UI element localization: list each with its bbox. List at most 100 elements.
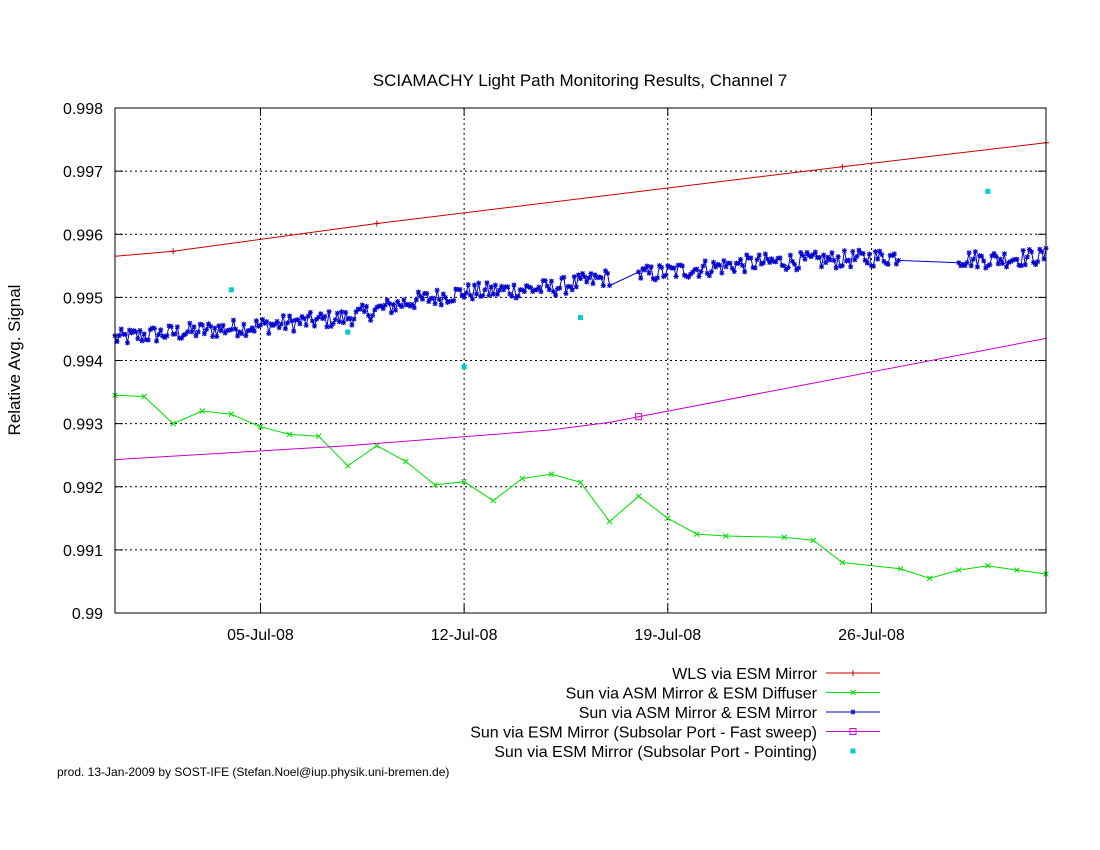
data-point	[760, 260, 766, 266]
data-point	[228, 411, 235, 418]
data-point	[212, 325, 218, 331]
data-point	[638, 275, 644, 281]
data-point	[578, 315, 583, 321]
data-point	[1039, 249, 1045, 255]
data-point	[482, 287, 488, 293]
data-point	[584, 279, 590, 285]
data-point	[754, 257, 760, 263]
data-point	[255, 323, 261, 329]
data-point	[1028, 249, 1034, 255]
data-point	[336, 319, 342, 325]
tick-labels: 0.99 0.991 0.992 0.993 0.994 0.995 0.996 0.997 0…	[63, 101, 905, 644]
data-point	[264, 319, 270, 325]
data-point	[253, 318, 259, 324]
data-point	[424, 291, 430, 297]
data-point	[1031, 260, 1037, 266]
data-point	[131, 328, 137, 334]
data-point	[1001, 251, 1007, 257]
data-point	[201, 331, 207, 337]
data-point	[659, 264, 665, 270]
data-point	[154, 338, 160, 344]
data-point	[1014, 567, 1020, 573]
x-tick-label: 19-Jul-08	[634, 627, 701, 644]
data-point	[671, 265, 677, 271]
data-point	[141, 393, 147, 400]
data-point	[708, 269, 714, 275]
data-point	[644, 263, 650, 269]
data-point	[426, 299, 432, 305]
data-point	[139, 338, 145, 344]
data-point	[557, 285, 563, 291]
data-point	[386, 301, 392, 307]
data-point	[363, 303, 369, 309]
data-point	[956, 260, 962, 266]
data-point	[789, 258, 795, 264]
data-point	[955, 567, 962, 573]
data-point	[241, 321, 247, 327]
data-point	[991, 251, 997, 257]
data-point	[681, 272, 687, 278]
legend-label: WLS via ESM Mirror	[672, 666, 818, 683]
data-point	[361, 309, 367, 315]
data-point	[297, 321, 303, 327]
data-point	[546, 287, 552, 293]
data-point	[349, 322, 355, 328]
data-point	[509, 293, 515, 299]
data-point	[490, 497, 497, 504]
data-point	[243, 333, 249, 339]
data-point	[353, 309, 359, 315]
data-point	[122, 331, 128, 337]
data-point	[966, 250, 972, 256]
data-point	[461, 478, 467, 485]
data-point	[569, 287, 575, 293]
data-point	[214, 334, 220, 340]
legend-label: Sun via ESM Mirror (Subsolar Port - Fast…	[470, 725, 817, 742]
grid	[115, 108, 1046, 613]
data-point	[646, 270, 652, 276]
data-point	[567, 284, 573, 290]
data-point	[395, 298, 401, 304]
data-point	[114, 339, 120, 345]
data-point	[330, 320, 336, 326]
series-4	[114, 337, 1047, 461]
data-point	[505, 284, 511, 290]
series-line	[114, 142, 1047, 257]
data-point	[247, 328, 253, 334]
data-point	[997, 256, 1003, 262]
data-point	[420, 296, 426, 302]
data-point	[692, 267, 698, 273]
data-point	[580, 270, 586, 276]
data-point	[373, 220, 380, 227]
data-point	[833, 265, 839, 271]
data-point	[729, 265, 735, 271]
data-point	[839, 163, 846, 170]
data-point	[821, 252, 827, 258]
y-tick-label: 0.991	[63, 543, 103, 560]
data-point	[309, 318, 315, 324]
data-point	[469, 296, 475, 302]
data-point	[594, 275, 600, 281]
data-point	[677, 262, 683, 268]
data-point	[812, 249, 818, 255]
data-point	[984, 562, 991, 569]
data-point	[496, 287, 502, 293]
data-point	[127, 327, 133, 333]
data-point	[571, 274, 577, 280]
data-point	[507, 291, 513, 297]
data-point	[538, 289, 544, 295]
data-point	[286, 431, 293, 438]
y-tick-label: 0.998	[63, 101, 103, 118]
legend-item: Sun via ESM Mirror (Subsolar Port - Poin…	[494, 744, 856, 761]
data-point	[301, 315, 307, 321]
data-point	[328, 323, 334, 329]
data-point	[199, 408, 206, 414]
data-point	[548, 278, 554, 284]
data-point	[800, 253, 806, 259]
data-point	[879, 252, 885, 258]
data-point	[459, 292, 465, 298]
data-point	[351, 316, 357, 322]
data-point	[228, 287, 234, 293]
data-point	[390, 301, 396, 307]
data-point	[270, 323, 276, 329]
